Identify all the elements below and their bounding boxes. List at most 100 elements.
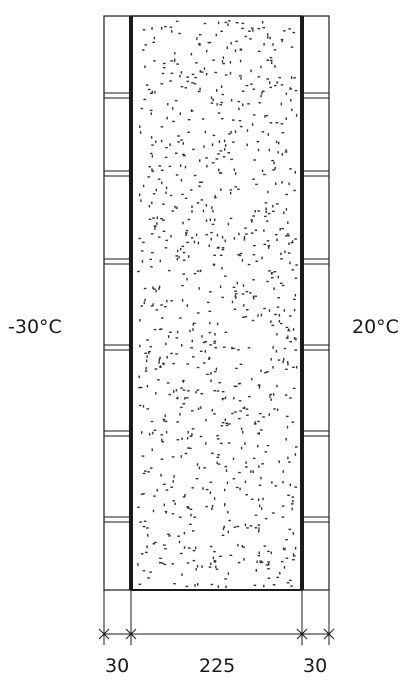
insulation-speckle [186, 277, 188, 281]
insulation-speckle [289, 261, 291, 265]
insulation-speckle [229, 217, 233, 220]
insulation-speckle [203, 67, 206, 70]
insulation-speckle [213, 263, 215, 267]
insulation-speckle [248, 30, 251, 32]
insulation-speckle [160, 434, 164, 436]
insulation-speckle [221, 93, 225, 96]
insulation-speckle [176, 249, 179, 253]
insulation-speckle [243, 304, 245, 307]
insulation-speckle [293, 189, 296, 192]
insulation-speckle [254, 514, 258, 516]
insulation-speckle [263, 545, 267, 547]
insulation-speckle [228, 423, 231, 425]
insulation-speckle [220, 188, 222, 191]
insulation-speckle [200, 199, 204, 201]
insulation-speckle [258, 465, 260, 468]
insulation-speckle [261, 131, 265, 133]
insulation-speckle [200, 181, 204, 183]
insulation-speckle [277, 359, 281, 361]
insulation-speckle [190, 347, 193, 349]
insulation-speckle [205, 72, 208, 76]
insulation-speckle [249, 292, 252, 294]
insulation-speckle [217, 454, 220, 456]
insulation-speckle [191, 487, 195, 489]
insulation-speckle [245, 233, 248, 235]
insulation-speckle [291, 507, 293, 511]
insulation-speckle [291, 240, 294, 243]
insulation-speckle [213, 560, 216, 563]
insulation-speckle [267, 568, 270, 570]
insulation-speckle [177, 535, 180, 537]
insulation-speckle [195, 478, 199, 480]
insulation-speckle [209, 491, 212, 495]
insulation-speckle [252, 215, 255, 217]
insulation-speckle [219, 254, 223, 256]
insulation-speckle [259, 412, 262, 415]
insulation-speckle [229, 554, 233, 556]
insulation-speckle [182, 221, 184, 225]
insulation-speckle [207, 42, 211, 44]
insulation-speckle [194, 584, 196, 587]
insulation-speckle [265, 564, 269, 566]
insulation-speckle [243, 406, 246, 410]
insulation-speckle [214, 333, 216, 336]
insulation-speckle [205, 442, 207, 445]
insulation-speckle [285, 368, 288, 370]
insulation-speckle [239, 487, 241, 491]
insulation-speckle [261, 169, 264, 173]
insulation-speckle [221, 422, 225, 424]
insulation-speckle [253, 245, 256, 247]
insulation-speckle [216, 435, 219, 437]
insulation-speckle [170, 234, 172, 238]
insulation-speckle [142, 472, 146, 475]
insulation-speckle [219, 150, 223, 152]
insulation-speckle [205, 418, 207, 422]
insulation-speckle [212, 98, 214, 102]
insulation-speckle [182, 403, 186, 405]
insulation-speckle [295, 365, 298, 369]
insulation-speckle [149, 433, 151, 436]
insulation-speckle [250, 219, 253, 221]
insulation-speckle [260, 429, 263, 431]
insulation-speckle [174, 205, 176, 209]
insulation-speckle [156, 222, 158, 225]
insulation-speckle [252, 29, 254, 32]
insulation-speckle [264, 372, 267, 374]
insulation-speckle [257, 444, 259, 448]
insulation-speckle [269, 81, 271, 84]
insulation-speckle [163, 544, 166, 546]
insulation-speckle [152, 217, 155, 219]
insulation-speckle [252, 295, 255, 299]
insulation-speckle [166, 356, 168, 359]
insulation-speckle [146, 527, 149, 529]
insulation-speckle [196, 565, 199, 568]
insulation-speckle [227, 23, 229, 26]
insulation-speckle [257, 420, 260, 423]
insulation-speckle [147, 577, 150, 579]
insulation-speckle [206, 373, 209, 375]
insulation-speckle [202, 487, 204, 490]
insulation-speckle [280, 102, 282, 106]
insulation-speckle [239, 363, 243, 365]
insulation-speckle [287, 221, 289, 224]
insulation-speckle [230, 158, 233, 161]
insulation-speckle [260, 94, 262, 98]
outside-temperature-label: -30°C [8, 316, 62, 338]
insulation-speckle [272, 512, 275, 514]
insulation-speckle [143, 301, 145, 305]
insulation-speckle [208, 244, 210, 248]
insulation-speckle [221, 397, 224, 401]
insulation-speckle [180, 455, 182, 458]
insulation-speckle [182, 496, 186, 498]
insulation-speckle [238, 107, 240, 111]
insulation-speckle [196, 463, 199, 466]
insulation-speckle [235, 22, 239, 24]
insulation-speckle [233, 526, 237, 528]
insulation-speckle [212, 59, 215, 61]
right-layer-thickness-label: 30 [303, 655, 328, 677]
insulation-speckle [294, 171, 296, 174]
insulation-speckle [227, 510, 229, 514]
insulation-speckle [210, 237, 212, 241]
insulation-speckle [162, 67, 166, 69]
insulation-speckle [155, 140, 157, 144]
